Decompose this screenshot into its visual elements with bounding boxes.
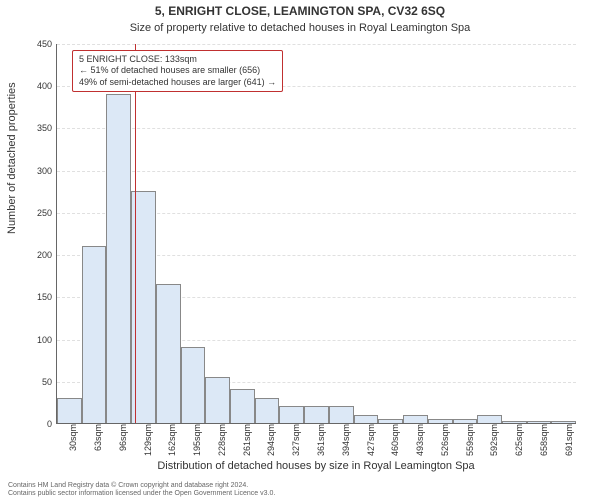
histogram-bar (57, 398, 82, 423)
y-tick-label: 50 (42, 377, 52, 387)
x-tick-label: 394sqm (341, 424, 351, 456)
x-tick-label: 559sqm (465, 424, 475, 456)
histogram-bar (181, 347, 206, 423)
y-tick-label: 150 (37, 292, 52, 302)
chart-subtitle: Size of property relative to detached ho… (0, 22, 600, 34)
histogram-bar (205, 377, 230, 423)
histogram-bar (304, 406, 329, 423)
x-tick-label: 195sqm (192, 424, 202, 456)
chart-title: 5, ENRIGHT CLOSE, LEAMINGTON SPA, CV32 6… (0, 4, 600, 18)
histogram-bar (156, 284, 181, 423)
x-tick-label: 691sqm (564, 424, 574, 456)
x-tick-label: 327sqm (291, 424, 301, 456)
y-axis-ticks: 050100150200250300350400450 (0, 44, 54, 424)
x-tick-label: 361sqm (316, 424, 326, 456)
x-axis-label: Distribution of detached houses by size … (56, 460, 576, 472)
histogram-bar (527, 421, 552, 423)
histogram-bar (403, 415, 428, 423)
histogram-bar (453, 419, 478, 423)
x-tick-label: 30sqm (68, 424, 78, 451)
marker-line (135, 44, 136, 423)
callout-line: 5 ENRIGHT CLOSE: 133sqm (79, 54, 276, 65)
x-tick-label: 658sqm (539, 424, 549, 456)
footer-line: Contains public sector information licen… (8, 490, 275, 498)
chart-page: 5, ENRIGHT CLOSE, LEAMINGTON SPA, CV32 6… (0, 0, 600, 500)
plot-area (56, 44, 576, 424)
x-tick-label: 460sqm (390, 424, 400, 456)
x-tick-label: 526sqm (440, 424, 450, 456)
y-tick-label: 200 (37, 250, 52, 260)
x-axis-ticks: 30sqm 63sqm 96sqm 129sqm 162sqm 195sqm 228sqm 2… (56, 424, 576, 464)
x-tick-label: 493sqm (415, 424, 425, 456)
histogram-bar (279, 406, 304, 423)
histogram-bar (354, 415, 379, 423)
footer-text: Contains HM Land Registry data © Crown c… (8, 482, 275, 498)
x-tick-label: 228sqm (217, 424, 227, 456)
histogram-bar (82, 246, 107, 423)
histogram-bar (502, 421, 527, 423)
histogram-bar (230, 389, 255, 423)
x-tick-label: 129sqm (143, 424, 153, 456)
x-tick-label: 294sqm (266, 424, 276, 456)
histogram-bar (106, 94, 131, 423)
y-tick-label: 450 (37, 39, 52, 49)
histogram-bar (329, 406, 354, 423)
callout-line: 49% of semi-detached houses are larger (… (79, 77, 276, 88)
x-tick-label: 96sqm (118, 424, 128, 451)
y-tick-label: 350 (37, 123, 52, 133)
x-tick-label: 63sqm (93, 424, 103, 451)
histogram-bar (477, 415, 502, 423)
histogram-bar (378, 419, 403, 423)
histogram-bar (428, 419, 453, 423)
y-tick-label: 300 (37, 166, 52, 176)
y-tick-label: 100 (37, 335, 52, 345)
histogram-bar (551, 421, 576, 423)
x-tick-label: 162sqm (167, 424, 177, 456)
histogram-bar (255, 398, 280, 423)
x-tick-label: 261sqm (242, 424, 252, 456)
footer-line: Contains HM Land Registry data © Crown c… (8, 482, 275, 490)
x-tick-label: 427sqm (366, 424, 376, 456)
callout-line: ← 51% of detached houses are smaller (65… (79, 65, 276, 76)
x-tick-label: 625sqm (514, 424, 524, 456)
y-tick-label: 400 (37, 81, 52, 91)
callout-box: 5 ENRIGHT CLOSE: 133sqm← 51% of detached… (72, 50, 283, 92)
y-tick-label: 0 (47, 419, 52, 429)
y-tick-label: 250 (37, 208, 52, 218)
x-tick-label: 592sqm (489, 424, 499, 456)
